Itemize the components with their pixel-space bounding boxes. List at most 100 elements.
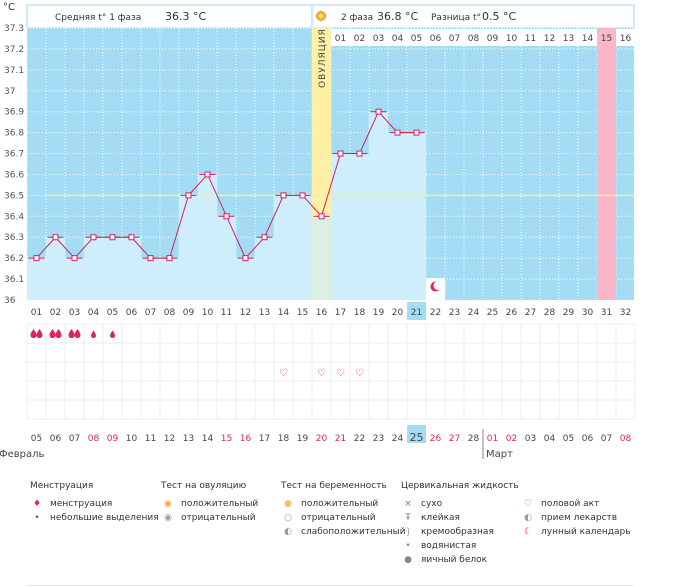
calendar-date-label[interactable]: 04 bbox=[544, 434, 556, 444]
temperature-point[interactable] bbox=[71, 255, 78, 262]
temperature-point[interactable] bbox=[337, 150, 344, 157]
temperature-point[interactable] bbox=[166, 255, 173, 262]
cycle-day-label[interactable]: 15 bbox=[297, 308, 308, 318]
cycle-day-label[interactable]: 26 bbox=[506, 308, 518, 318]
calendar-date-label[interactable]: 05 bbox=[31, 434, 42, 444]
calendar-date-label[interactable]: 19 bbox=[297, 434, 309, 444]
calendar-date-label[interactable]: 23 bbox=[373, 434, 384, 444]
temperature-point[interactable] bbox=[52, 234, 59, 241]
temperature-point[interactable] bbox=[394, 129, 401, 136]
cycle-day-label[interactable]: 10 bbox=[202, 308, 214, 318]
calendar-date-label[interactable]: 01 bbox=[487, 434, 498, 444]
temperature-point[interactable] bbox=[109, 234, 116, 241]
calendar-date-label[interactable]: 03 bbox=[525, 434, 536, 444]
temperature-point[interactable] bbox=[280, 192, 287, 199]
top-label-cell bbox=[350, 29, 369, 46]
cycle-day-label[interactable]: 07 bbox=[145, 308, 156, 318]
calendar-date-label[interactable]: 20 bbox=[316, 434, 328, 444]
cycle-day-label[interactable]: 27 bbox=[525, 308, 536, 318]
cycle-day-label[interactable]: 20 bbox=[392, 308, 404, 318]
calendar-date-label[interactable]: 18 bbox=[278, 434, 290, 444]
calendar-date-label[interactable]: 24 bbox=[392, 434, 404, 444]
cycle-day-label[interactable]: 04 bbox=[88, 308, 100, 318]
calendar-date-label[interactable]: 22 bbox=[354, 434, 365, 444]
intercourse-heart-icon[interactable]: ♡ bbox=[336, 368, 345, 379]
temperature-point[interactable] bbox=[318, 213, 325, 220]
menstruation-light-icon[interactable] bbox=[110, 330, 115, 339]
cycle-day-label[interactable]: 06 bbox=[126, 308, 138, 318]
temperature-point[interactable] bbox=[413, 129, 420, 136]
calendar-date-label[interactable]: 16 bbox=[240, 434, 252, 444]
temperature-point[interactable] bbox=[33, 255, 40, 262]
cycle-day-label[interactable]: 31 bbox=[601, 308, 612, 318]
cycle-day-label[interactable]: 32 bbox=[620, 308, 631, 318]
cycle-day-label[interactable]: 05 bbox=[107, 308, 118, 318]
calendar-date-label[interactable]: 27 bbox=[449, 434, 460, 444]
cycle-day-label[interactable]: 29 bbox=[563, 308, 575, 318]
test-negative-icon: ○ bbox=[284, 513, 292, 523]
calendar-date-label[interactable]: 06 bbox=[50, 434, 62, 444]
cycle-day-label[interactable]: 17 bbox=[335, 308, 346, 318]
cycle-day-label[interactable]: 02 bbox=[50, 308, 61, 318]
calendar-date-label[interactable]: 14 bbox=[202, 434, 214, 444]
intercourse-heart-icon[interactable]: ♡ bbox=[279, 368, 288, 379]
calendar-date-label[interactable]: 07 bbox=[69, 434, 80, 444]
cycle-day-label[interactable]: 30 bbox=[582, 308, 594, 318]
intercourse-heart-icon[interactable]: ♡ bbox=[355, 368, 364, 379]
calendar-date-label[interactable]: 06 bbox=[582, 434, 594, 444]
temperature-point[interactable] bbox=[261, 234, 268, 241]
temperature-point[interactable] bbox=[185, 192, 192, 199]
temperature-point[interactable] bbox=[223, 213, 230, 220]
intercourse-heart-icon[interactable]: ♡ bbox=[317, 368, 326, 379]
calendar-date-label[interactable]: 26 bbox=[430, 434, 442, 444]
cycle-day-label[interactable]: 22 bbox=[430, 308, 441, 318]
temperature-point[interactable] bbox=[128, 234, 135, 241]
cycle-day-label[interactable]: 11 bbox=[221, 308, 232, 318]
calendar-date-label[interactable]: 11 bbox=[145, 434, 156, 444]
cycle-day-label[interactable]: 28 bbox=[544, 308, 556, 318]
cycle-day-label[interactable]: 18 bbox=[354, 308, 366, 318]
calendar-date-label[interactable]: 17 bbox=[259, 434, 270, 444]
temperature-point[interactable] bbox=[299, 192, 306, 199]
temperature-point[interactable] bbox=[242, 255, 249, 262]
cycle-day-label[interactable]: 16 bbox=[316, 308, 328, 318]
cycle-day-label[interactable]: 23 bbox=[449, 308, 460, 318]
calendar-date-label[interactable]: 28 bbox=[468, 434, 480, 444]
temperature-point[interactable] bbox=[204, 171, 211, 178]
calendar-date-label[interactable]: 13 bbox=[183, 434, 194, 444]
calendar-date-label[interactable]: 09 bbox=[107, 434, 119, 444]
cycle-day-label[interactable]: 24 bbox=[468, 308, 480, 318]
temperature-point[interactable] bbox=[90, 234, 97, 241]
calendar-date-label[interactable]: 12 bbox=[164, 434, 175, 444]
calendar-date-label[interactable]: 05 bbox=[563, 434, 574, 444]
calendar-date-label[interactable]: 10 bbox=[126, 434, 138, 444]
cycle-day-label[interactable]: 14 bbox=[278, 308, 290, 318]
sun-negative-icon: ◉ bbox=[164, 513, 172, 523]
cycle-day-label[interactable]: 21 bbox=[411, 308, 422, 318]
temperature-point[interactable] bbox=[147, 255, 154, 262]
eggwhite-icon: ● bbox=[404, 555, 412, 565]
cycle-day-label[interactable]: 03 bbox=[69, 308, 80, 318]
calendar-date-label[interactable]: 15 bbox=[221, 434, 232, 444]
temperature-point[interactable] bbox=[375, 108, 382, 115]
legend-item-label: положительный bbox=[181, 499, 259, 509]
menstruation-light-icon[interactable] bbox=[91, 330, 96, 339]
cycle-day-label[interactable]: 12 bbox=[240, 308, 251, 318]
menstruation-heavy-icon[interactable] bbox=[30, 329, 43, 338]
cycle-day-label[interactable]: 01 bbox=[31, 308, 42, 318]
cycle-day-label[interactable]: 08 bbox=[164, 308, 176, 318]
menstruation-heavy-icon[interactable] bbox=[68, 329, 81, 338]
cycle-day-label[interactable]: 25 bbox=[487, 308, 498, 318]
calendar-date-label[interactable]: 08 bbox=[88, 434, 100, 444]
calendar-date-label[interactable]: 21 bbox=[335, 434, 346, 444]
calendar-date-label[interactable]: 25 bbox=[410, 431, 424, 444]
cycle-day-label[interactable]: 13 bbox=[259, 308, 270, 318]
cycle-day-label[interactable]: 19 bbox=[373, 308, 385, 318]
calendar-date-label[interactable]: 08 bbox=[620, 434, 632, 444]
calendar-date-label[interactable]: 07 bbox=[601, 434, 612, 444]
menstruation-heavy-icon[interactable] bbox=[49, 329, 62, 338]
cycle-day-label[interactable]: 09 bbox=[183, 308, 195, 318]
phase2-label: 2 фаза bbox=[341, 13, 373, 23]
temperature-point[interactable] bbox=[356, 150, 363, 157]
calendar-date-label[interactable]: 02 bbox=[506, 434, 517, 444]
